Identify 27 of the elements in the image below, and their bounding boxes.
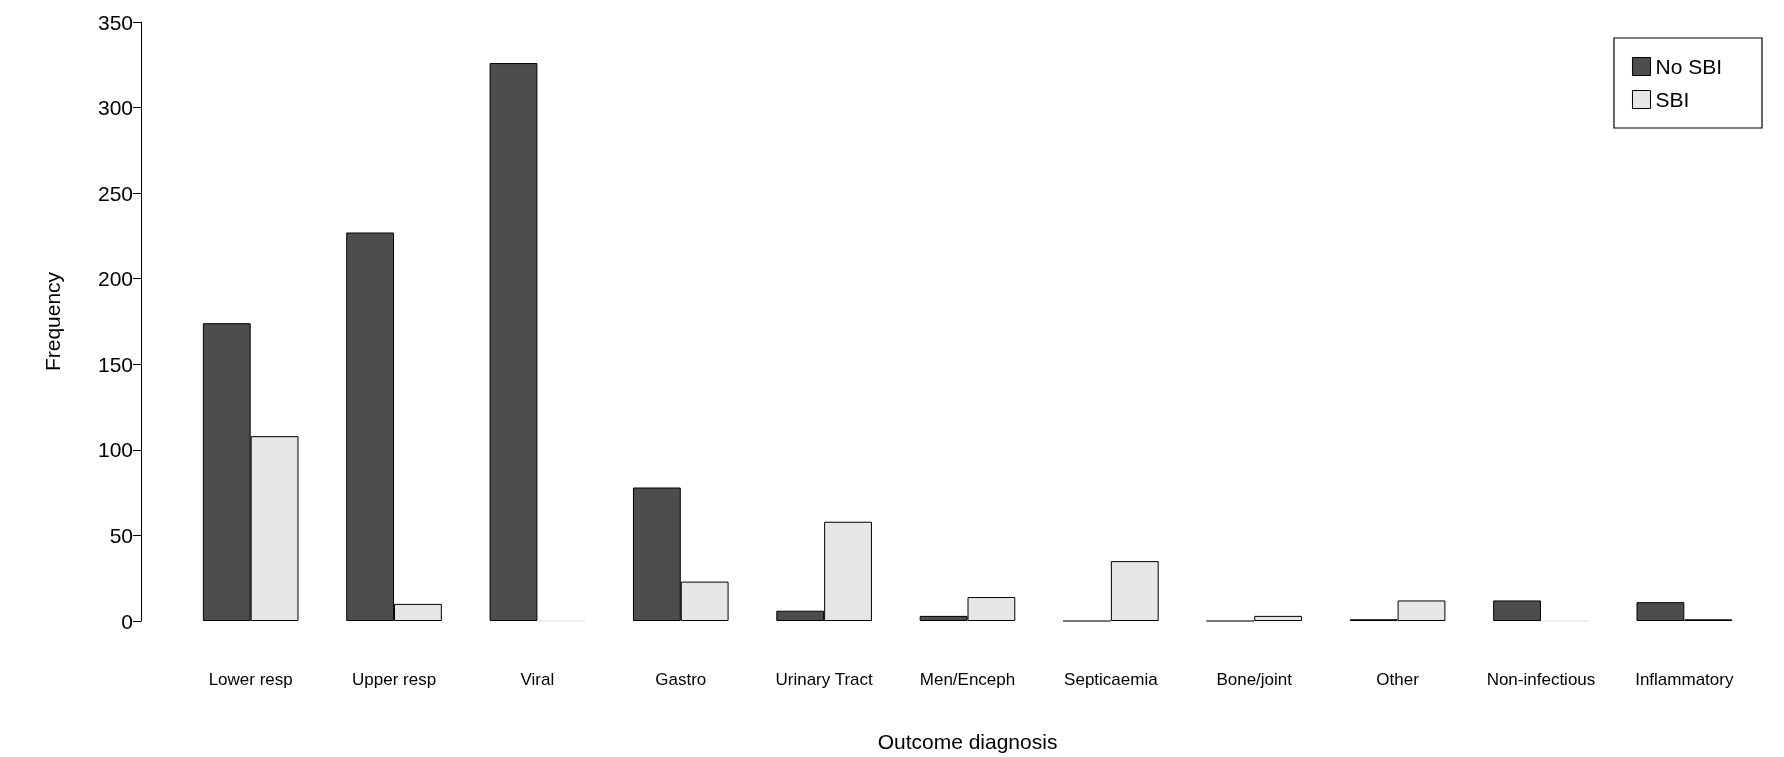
x-tick-label: Septicaemia [1064,670,1159,689]
x-tick-label: Bone/joint [1216,670,1293,689]
bar [1110,561,1159,621]
y-axis-title: Frequency [41,271,64,372]
y-tick-label: 50 [109,523,133,547]
bar [489,63,538,621]
legend-label: No SBI [1655,55,1722,78]
x-tick-label: Other [1376,670,1420,689]
x-tick-label: Gastro [655,670,707,689]
x-tick-label: Upper resp [351,670,437,689]
x-tick-label: Urinary Tract [775,670,874,689]
y-tick-label: 250 [97,181,133,205]
y-tick-label: 200 [97,267,133,291]
x-tick-label: Men/Enceph [919,670,1016,689]
y-tick-label: 150 [97,352,133,376]
y-tick-label: 300 [97,96,133,120]
x-tick-label: Inflammatory [1635,670,1734,689]
y-tick-label: 100 [97,438,133,462]
bar [1493,600,1541,621]
x-tick-label: Lower resp [208,670,293,689]
x-tick-label: Non-infectious [1486,670,1596,689]
x-axis-title: Outcome diagnosis [877,730,1058,753]
bar [1254,615,1303,621]
legend-label: SBI [1655,88,1690,111]
y-tick-label: 0 [121,609,133,633]
x-tick-label: Viral [520,670,555,689]
y-tick-label: 350 [97,10,133,34]
